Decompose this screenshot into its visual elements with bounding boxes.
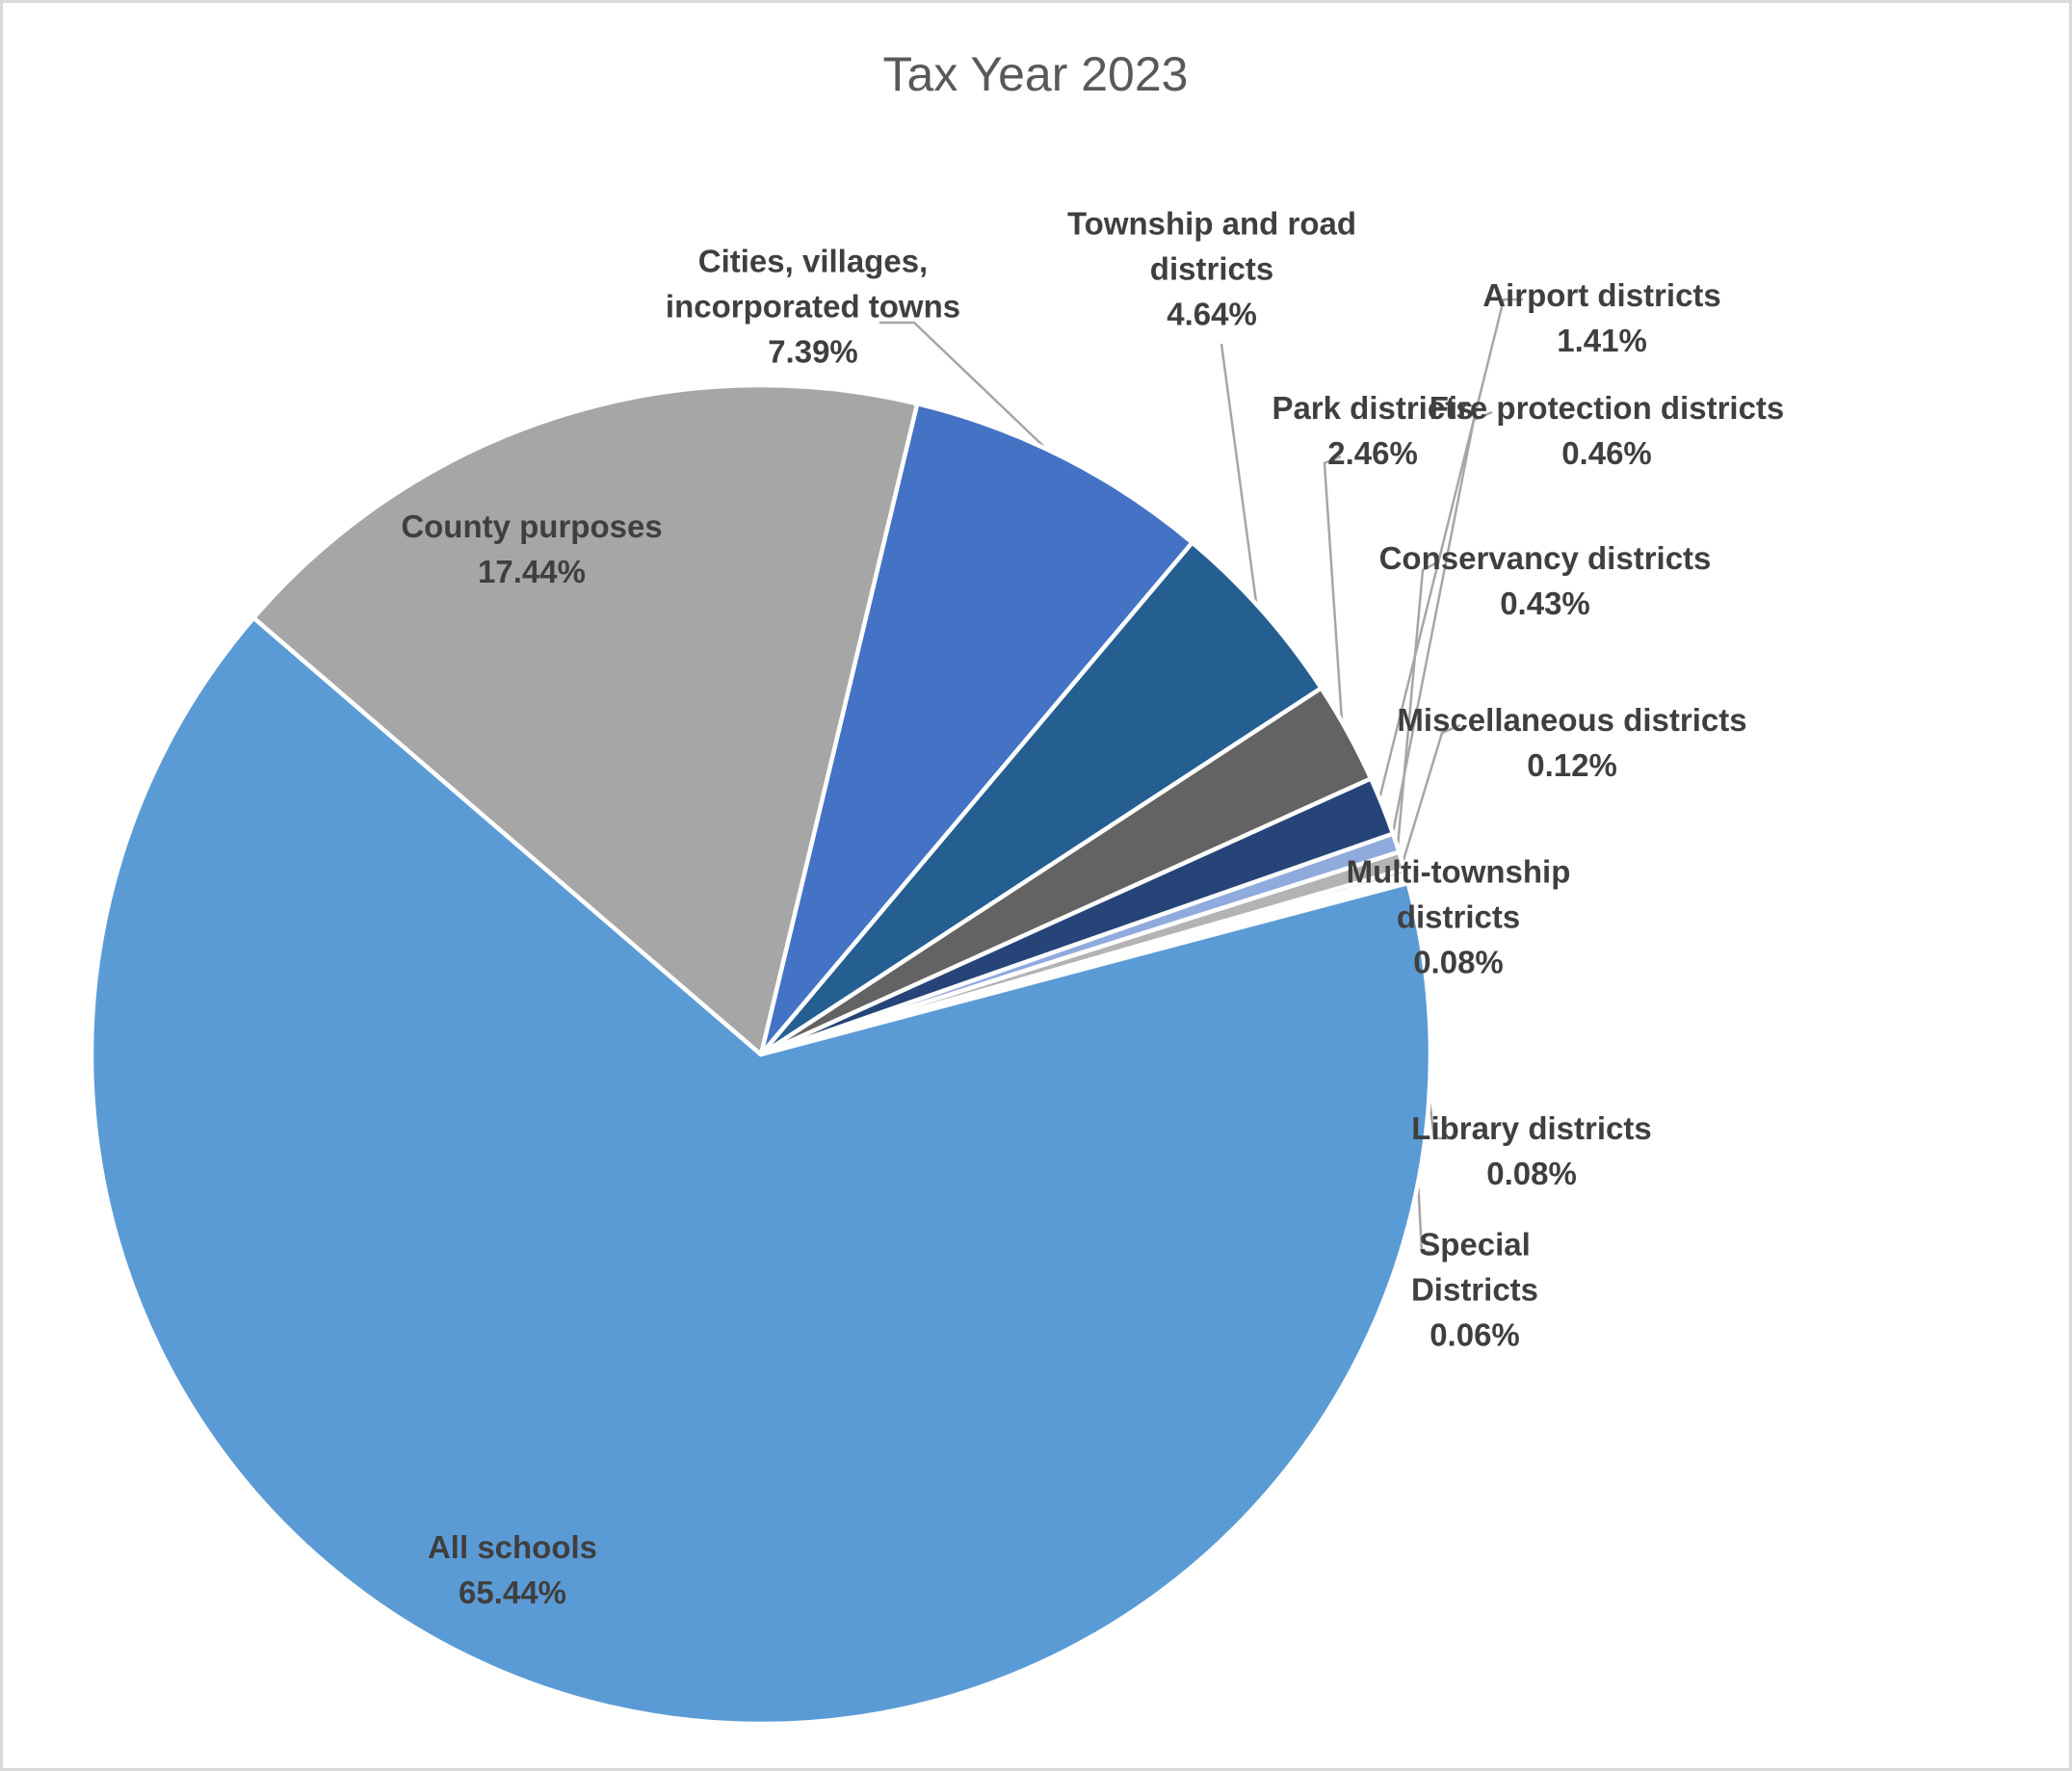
label-miscellaneous-districts: Miscellaneous districts 0.12% — [1397, 702, 1747, 783]
leader-line-airport — [1376, 298, 1523, 809]
pie-slices-group — [89, 382, 1433, 1727]
label-conservancy-districts: Conservancy districts 0.43% — [1378, 540, 1712, 621]
pie-slice-county[interactable] — [251, 382, 920, 1057]
label-library-districts: Library districts 0.08% — [1411, 1110, 1652, 1191]
leader-line-misc — [1398, 723, 1461, 874]
chart-title: Tax Year 2023 — [882, 47, 1189, 101]
pie-slice-township[interactable] — [758, 540, 1324, 1057]
leader-line-fire — [1389, 410, 1493, 846]
label-park-districts: Park districts 2.46% — [1272, 390, 1474, 471]
label-all-schools: All schools 65.44% — [427, 1529, 598, 1610]
leader-line-township — [1220, 343, 1259, 615]
pie-slice-all_schools[interactable] — [89, 615, 1433, 1727]
label-special-districts: Special Districts 0.06% — [1410, 1226, 1539, 1353]
label-airport-districts: Airport districts 1.41% — [1482, 277, 1721, 358]
label-multi-township-districts: Multi-township districts 0.08% — [1346, 853, 1571, 980]
leader-line-cities — [879, 321, 1062, 463]
label-county-purposes: County purposes 17.44% — [401, 508, 663, 589]
leader-line-park — [1323, 455, 1345, 736]
label-cities-villages-incorporated-towns: Cities, villages, incorporated towns 7.3… — [665, 243, 961, 370]
label-township-and-road-districts: Township and road districts 4.64% — [1066, 205, 1357, 332]
leader-line-conservancy — [1395, 560, 1440, 863]
label-fire-protection-districts: Fire protection districts 0.46% — [1429, 390, 1785, 471]
pie-slice-cities[interactable] — [758, 401, 1194, 1057]
